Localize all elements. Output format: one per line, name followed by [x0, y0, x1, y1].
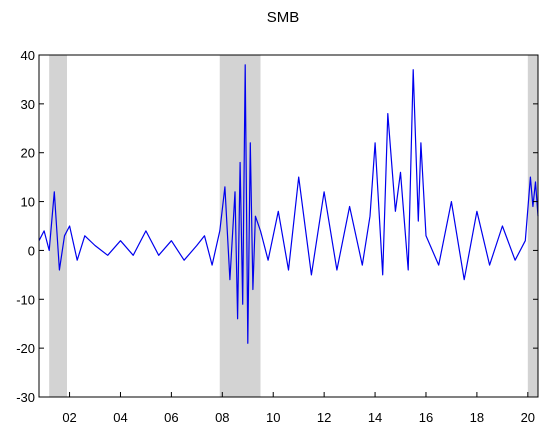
x-tick-label-2: 06	[164, 410, 178, 425]
y-tick-label-7: 40	[21, 48, 35, 63]
plot-frame	[38, 54, 539, 398]
x-tick-label-8: 18	[470, 410, 484, 425]
x-tick-label-4: 10	[266, 410, 280, 425]
y-tick-label-1: -20	[16, 341, 35, 356]
series-group	[38, 64, 539, 344]
x-tick-label-3: 08	[215, 410, 229, 425]
recession-band-1	[219, 55, 261, 397]
x-tick-label-7: 16	[419, 410, 433, 425]
y-tick-label-3: 0	[28, 243, 35, 258]
x-tick-label-5: 12	[317, 410, 331, 425]
x-tick-label-9: 20	[521, 410, 535, 425]
y-tick-label-5: 20	[21, 146, 35, 161]
x-tick-label-6: 14	[368, 410, 382, 425]
recession-band-2	[527, 55, 538, 397]
y-tick-label-2: -10	[16, 292, 35, 307]
y-tick-label-6: 30	[21, 97, 35, 112]
y-axis: -30 -20 -10 0 10 20 30 40	[16, 48, 538, 405]
y-tick-label-0: -30	[16, 390, 35, 405]
y-tick-label-4: 10	[21, 195, 35, 210]
series-line-0	[38, 64, 539, 344]
x-tick-label-1: 04	[113, 410, 127, 425]
chart-title: SMB	[267, 9, 300, 26]
x-tick-label-0: 02	[62, 410, 76, 425]
x-axis: 02 04 06 08 10 12 14 16 18 20	[62, 392, 535, 425]
recession-band-0	[49, 55, 68, 397]
